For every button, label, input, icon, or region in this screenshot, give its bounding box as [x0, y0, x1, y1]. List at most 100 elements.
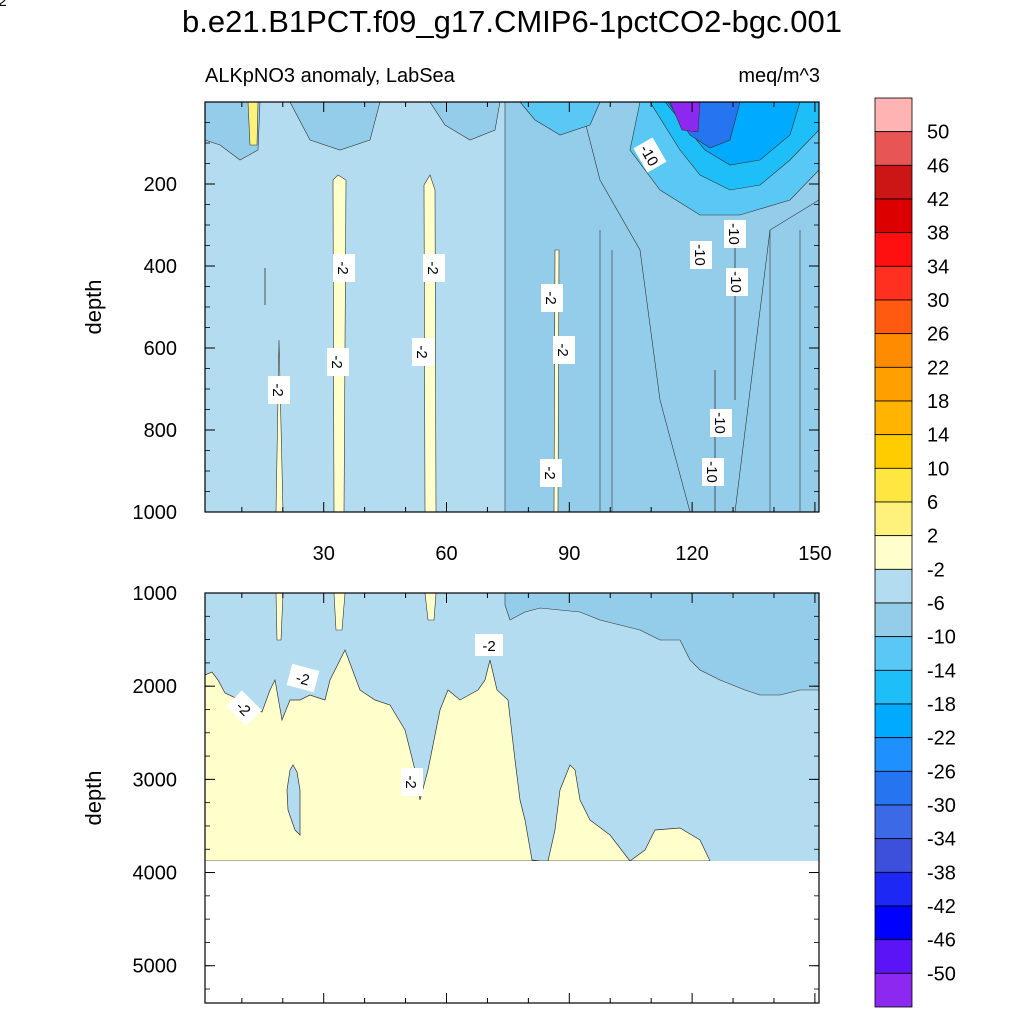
y-tick-label: 1000	[133, 583, 178, 605]
colorbar-label: -30	[927, 795, 956, 817]
upper-panel: -2-2-2-2-2-2-2-2-2-10-10-10-10-10-10 306…	[0, 0, 832, 565]
colorbar-label: -18	[927, 694, 956, 716]
colorbar-swatch	[874, 838, 913, 873]
colorbar-label: -10	[927, 627, 956, 649]
contour-label: -2	[553, 336, 575, 364]
colorbar-label: 42	[927, 189, 949, 211]
colorbar-label: 46	[927, 155, 949, 177]
lower-plot-frame	[204, 592, 820, 1004]
subtitle-right: meq/m^3	[738, 65, 820, 87]
lower-negative-island	[286, 764, 301, 836]
colorbar-swatch	[874, 703, 913, 739]
colorbar-swatch	[874, 198, 913, 234]
colorbar-label: 38	[927, 223, 949, 245]
contour-label: -2	[286, 663, 320, 693]
svg-text:-2: -2	[328, 355, 345, 368]
colorbar-swatch	[874, 939, 913, 974]
svg-text:-2: -2	[269, 383, 286, 396]
svg-text:-2: -2	[402, 775, 419, 788]
colorbar-swatch	[874, 333, 913, 368]
colorbar-label: 22	[927, 357, 949, 379]
svg-text:-2: -2	[554, 343, 571, 356]
svg-text:-2: -2	[413, 345, 430, 358]
lower-positive-region	[204, 649, 711, 862]
colorbar-swatch	[874, 400, 913, 436]
contour-label: -10	[726, 268, 748, 296]
colorbar-swatch	[874, 131, 913, 166]
colorbar-swatch	[874, 299, 913, 335]
contour-label: -2	[401, 768, 423, 796]
colorbar: 50 46 42 38 34 30 26 22 18 14 10 6 2 -2 -6 -10 -14 -18 -22…	[874, 97, 956, 1008]
colorbar-label: -14	[927, 660, 956, 682]
svg-text:-2: -2	[482, 638, 495, 655]
y-tick-label: 600	[144, 338, 177, 360]
colorbar-swatch	[874, 737, 913, 772]
x-tick-label: 30	[313, 543, 335, 565]
contour-label: -2	[226, 690, 262, 726]
x-tick-label: 60	[435, 543, 457, 565]
lower-y-axis-label: depth	[81, 770, 106, 825]
colorbar-label: 34	[927, 256, 949, 278]
contour-label: -2	[0, 0, 14, 11]
svg-text:-2: -2	[424, 261, 441, 274]
colorbar-label: -34	[927, 829, 956, 851]
lower-land-mask	[205, 861, 819, 1003]
contour-label: -2	[412, 338, 434, 366]
colorbar-swatch	[874, 871, 913, 907]
y-tick-label: 2000	[133, 676, 178, 698]
upper-positive-streak	[332, 174, 347, 513]
colorbar-label: -42	[927, 896, 956, 918]
colorbar-label: 30	[927, 290, 949, 312]
svg-text:-2: -2	[542, 291, 559, 304]
colorbar-swatch	[874, 972, 913, 1008]
colorbar-swatch	[874, 669, 913, 705]
colorbar-swatch	[874, 366, 913, 402]
lower-panel: -2 -2 -2 -2 1000 2000 3000 4000 5000 depth	[81, 583, 820, 1004]
colorbar-label: 10	[927, 458, 949, 480]
colorbar-swatch	[874, 770, 913, 806]
upper-y-axis-label: depth	[81, 279, 106, 334]
colorbar-swatch	[874, 434, 913, 469]
colorbar-label: 50	[927, 122, 949, 144]
colorbar-swatch	[874, 164, 913, 200]
svg-text:-2: -2	[294, 670, 311, 690]
svg-text:-2: -2	[334, 261, 351, 274]
colorbar-swatch	[874, 265, 913, 301]
x-tick-label: 120	[675, 543, 708, 565]
svg-text:-10: -10	[703, 461, 720, 483]
contour-label: -2	[423, 254, 445, 282]
contour-label: -2	[541, 284, 563, 312]
contour-label: -2	[475, 634, 503, 656]
lower-field-minus6	[504, 592, 820, 696]
contour-label: -10	[710, 409, 732, 437]
colorbar-swatch	[874, 568, 913, 604]
svg-text:-10: -10	[725, 223, 742, 245]
svg-text:-10: -10	[711, 412, 728, 434]
svg-text:-10: -10	[727, 271, 744, 293]
colorbar-swatch	[874, 467, 913, 503]
colorbar-swatch	[874, 804, 913, 840]
y-tick-label: 400	[144, 256, 177, 278]
upper-surface-blob	[247, 101, 259, 146]
y-tick-label: 4000	[133, 863, 178, 885]
colorbar-swatch	[874, 535, 913, 570]
svg-text:-10: -10	[691, 244, 708, 266]
contour-label: -10	[702, 458, 724, 486]
x-tick-label: 150	[798, 543, 831, 565]
contour-label: -2	[333, 254, 355, 282]
y-tick-label: 1000	[133, 502, 178, 524]
chart-title: b.e21.B1PCT.f09_g17.CMIP6-1pctCO2-bgc.00…	[182, 4, 842, 39]
subtitle-left: ALKpNO3 anomaly, LabSea	[205, 65, 456, 87]
contour-label: -10	[690, 241, 712, 269]
contour-label: -10	[724, 220, 746, 248]
colorbar-label: -2	[927, 559, 945, 581]
colorbar-label: -26	[927, 761, 956, 783]
svg-text:-2: -2	[0, 0, 7, 10]
contour-label: -2	[327, 348, 349, 376]
y-tick-label: 200	[144, 174, 177, 196]
contour-label: -2	[540, 459, 562, 487]
colorbar-label: -50	[927, 963, 956, 985]
colorbar-swatch	[874, 232, 913, 267]
colorbar-label: 18	[927, 391, 949, 413]
